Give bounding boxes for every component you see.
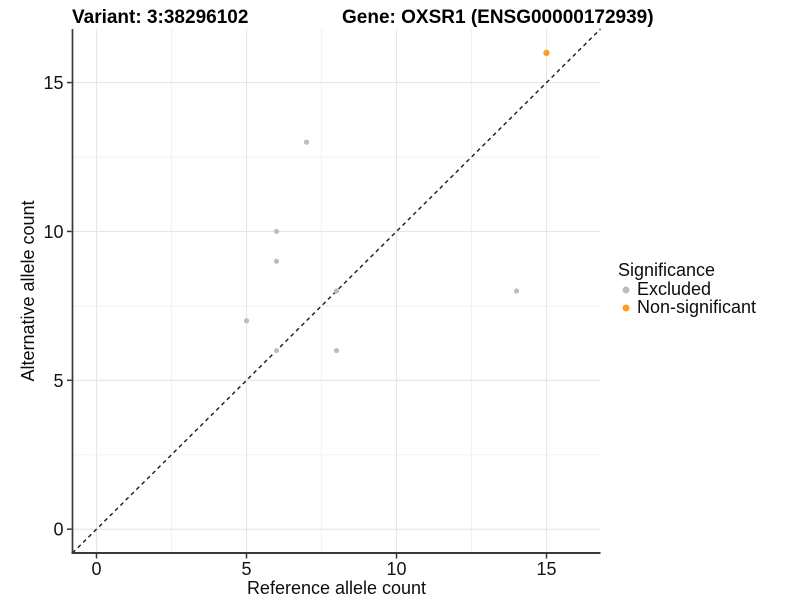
data-point-excluded bbox=[333, 288, 340, 294]
data-point-excluded bbox=[513, 288, 520, 294]
gene-title: Gene: OXSR1 (ENSG00000172939) bbox=[342, 7, 654, 28]
variant-title: Variant: 3:38296102 bbox=[72, 7, 248, 28]
legend-item-label-non-significant: Non-significant bbox=[637, 296, 757, 317]
legend-title: Significance bbox=[618, 260, 716, 280]
y-tick-label: 10 bbox=[43, 222, 63, 242]
legend-item-non-significant: Non-significant bbox=[616, 296, 757, 317]
x-tick-label: 5 bbox=[241, 559, 251, 579]
y-tick-label: 15 bbox=[43, 73, 63, 93]
y-tick-label: 0 bbox=[53, 520, 63, 540]
y-tick-label: 5 bbox=[53, 371, 63, 391]
non-significant-point-icon bbox=[622, 304, 630, 312]
y-axis-title: Alternative allele count bbox=[18, 200, 38, 381]
identity-reference-line bbox=[72, 28, 601, 554]
data-point-excluded bbox=[303, 139, 310, 145]
data-point-excluded bbox=[273, 347, 280, 354]
x-tick-label: 10 bbox=[386, 559, 406, 579]
legend: Significance Excluded Non-significant bbox=[616, 260, 757, 317]
data-point-excluded bbox=[273, 228, 280, 235]
x-tick-label: 15 bbox=[536, 559, 556, 579]
legend-item-excluded: Excluded bbox=[616, 279, 756, 300]
data-point-non-significant bbox=[543, 49, 550, 57]
x-axis-title: Reference allele count bbox=[247, 578, 426, 598]
plot-panel: 0 5 10 15 0 5 10 15 bbox=[43, 28, 601, 579]
legend-item-label-excluded: Excluded bbox=[637, 279, 712, 300]
excluded-point-icon bbox=[622, 286, 630, 294]
data-point-excluded bbox=[333, 347, 340, 354]
data-point-excluded bbox=[273, 258, 280, 264]
x-tick-label: 0 bbox=[91, 559, 101, 579]
data-point-excluded bbox=[243, 318, 250, 324]
